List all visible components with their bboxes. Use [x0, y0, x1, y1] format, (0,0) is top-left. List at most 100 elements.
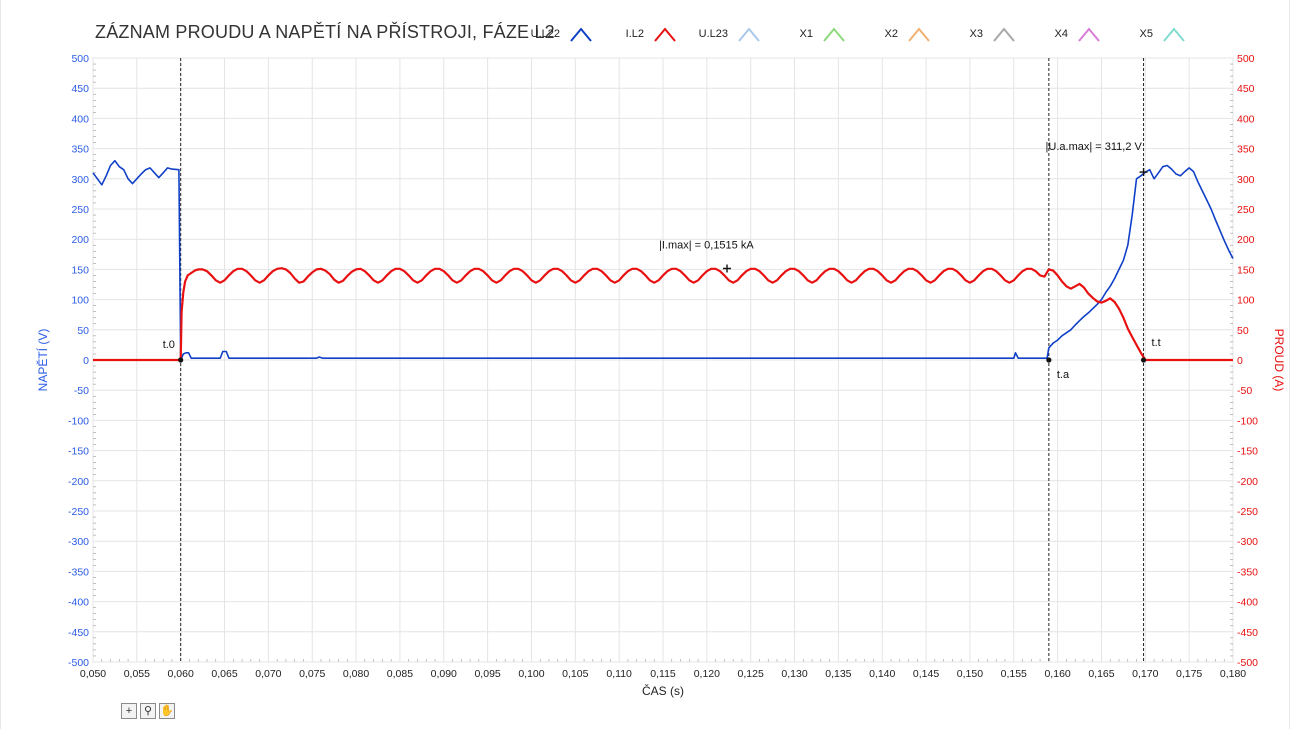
x-tick-label: 0,065	[211, 668, 237, 680]
legend-label: U.L23	[698, 28, 728, 40]
legend-swatch-line	[908, 27, 930, 42]
x-tick-label: 0,125	[738, 668, 764, 680]
y-left-axis-title: NAPĚTÍ (V)	[35, 329, 50, 392]
cursor-point	[178, 357, 184, 363]
y-right-tick-label: -50	[1237, 385, 1252, 397]
y-right-tick-label: 350	[1237, 144, 1255, 156]
legend-swatch-icon	[654, 27, 676, 42]
y-left-tick-label: 150	[71, 264, 89, 276]
y-left-tick-label: -200	[68, 476, 89, 488]
legend-label: X3	[969, 28, 983, 40]
y-right-tick-label: -300	[1237, 536, 1258, 548]
x-tick-label: 0,060	[168, 668, 194, 680]
x-tick-label: 0,095	[474, 668, 500, 680]
y-left-tick-label: 100	[71, 295, 89, 307]
legend-item-x4[interactable]: X4	[1032, 20, 1102, 48]
y-right-tick-label: 100	[1237, 295, 1255, 307]
legend-swatch-icon	[823, 27, 845, 42]
legend-swatch-icon	[1163, 27, 1185, 42]
legend-item-i-l2[interactable]: I.L2	[608, 20, 678, 48]
y-right-tick-label: -100	[1237, 415, 1258, 427]
y-left-tick-label: 250	[71, 204, 89, 216]
legend-label: X2	[884, 28, 898, 40]
legend-swatch-line	[738, 27, 760, 42]
y-right-tick-label: 150	[1237, 264, 1255, 276]
y-left-tick-label: 200	[71, 234, 89, 246]
zoom-icon[interactable]: ⚲	[140, 703, 156, 719]
legend-label: X5	[1139, 28, 1153, 40]
x-tick-label: 0,140	[869, 668, 895, 680]
x-tick-label: 0,085	[387, 668, 413, 680]
legend-swatch-line	[654, 27, 676, 42]
cursor-point	[1046, 357, 1052, 363]
legend-label: I.L2	[625, 28, 644, 40]
y-left-tick-label: -500	[68, 657, 89, 669]
cursor-label: t.t	[1152, 337, 1161, 349]
legend-label: X1	[799, 28, 813, 40]
annotation-marker	[1139, 168, 1148, 177]
legend-swatch-icon	[993, 27, 1015, 42]
legend-label: U.L22	[530, 28, 560, 40]
y-left-tick-label: 450	[71, 83, 89, 95]
legend-swatch-line	[993, 27, 1015, 42]
y-right-tick-label: 250	[1237, 204, 1255, 216]
legend-swatch-icon	[570, 27, 592, 42]
x-tick-label: 0,080	[343, 668, 369, 680]
annotation-label: |U.a.max| = 311,2 V	[1046, 141, 1143, 153]
x-tick-label: 0,165	[1088, 668, 1114, 680]
y-left-tick-label: 0	[83, 355, 89, 367]
series-line-u-l22	[92, 159, 1234, 361]
y-left-tick-label: -100	[68, 415, 89, 427]
y-right-tick-label: -200	[1237, 476, 1258, 488]
x-tick-label: 0,155	[1001, 668, 1027, 680]
cursor-label: t.0	[163, 339, 175, 351]
y-right-tick-label: -450	[1237, 627, 1258, 639]
x-tick-label: 0,160	[1044, 668, 1070, 680]
y-left-tick-label: -250	[68, 506, 89, 518]
pan-hand-icon[interactable]: ✋	[159, 703, 175, 719]
legend-item-x5[interactable]: X5	[1117, 20, 1187, 48]
y-left-tick-label: -150	[68, 446, 89, 458]
y-left-tick-label: 300	[71, 174, 89, 186]
x-tick-label: 0,055	[124, 668, 150, 680]
legend-swatch-icon	[738, 27, 760, 42]
y-right-tick-label: 0	[1237, 355, 1243, 367]
legend-item-x3[interactable]: X3	[947, 20, 1017, 48]
y-right-tick-label: 50	[1237, 325, 1249, 337]
x-tick-label: 0,120	[694, 668, 720, 680]
x-tick-label: 0,070	[255, 668, 281, 680]
x-tick-label: 0,145	[913, 668, 939, 680]
y-left-tick-label: 50	[77, 325, 89, 337]
x-tick-label: 0,115	[650, 668, 676, 680]
legend-item-u-l23[interactable]: U.L23	[692, 20, 762, 48]
x-tick-label: 0,090	[431, 668, 457, 680]
legend-item-x1[interactable]: X1	[777, 20, 847, 48]
y-right-tick-label: -150	[1237, 446, 1258, 458]
y-left-tick-label: 350	[71, 144, 89, 156]
y-right-axis-title: PROUD (A)	[1272, 329, 1286, 392]
annotation-label: |I.max| = 0,1515 kA	[659, 239, 754, 251]
y-right-tick-label: 450	[1237, 83, 1255, 95]
cursor-label: t.a	[1057, 369, 1070, 381]
y-left-tick-label: -400	[68, 597, 89, 609]
y-left-tick-label: 400	[71, 113, 89, 125]
chart-title: ZÁZNAM PROUDU A NAPĚTÍ NA PŘÍSTROJI, FÁZ…	[95, 22, 555, 42]
legend-swatch-line	[570, 27, 592, 42]
cursor-crosshair-icon[interactable]: +	[121, 703, 137, 719]
legend-item-u-l22[interactable]: U.L22	[524, 20, 594, 48]
x-tick-label: 0,130	[781, 668, 807, 680]
x-tick-label: 0,180	[1220, 668, 1246, 680]
x-tick-label: 0,170	[1132, 668, 1158, 680]
cursor-point	[1140, 357, 1147, 363]
y-left-tick-label: 500	[71, 53, 89, 65]
series-line-i-l2	[93, 267, 1233, 362]
x-tick-label: 0,135	[825, 668, 851, 680]
y-right-tick-label: 400	[1237, 113, 1255, 125]
y-right-tick-label: -250	[1237, 506, 1258, 518]
annotation-marker	[723, 264, 732, 273]
y-left-tick-label: -50	[74, 385, 89, 397]
legend-item-x2[interactable]: X2	[862, 20, 932, 48]
legend-label: X4	[1054, 28, 1068, 40]
